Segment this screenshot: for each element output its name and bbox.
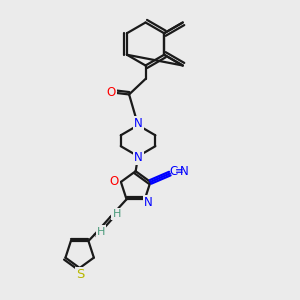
- Text: H: H: [112, 208, 121, 219]
- Text: N: N: [180, 165, 189, 178]
- Text: O: O: [106, 86, 116, 99]
- Text: N: N: [134, 151, 142, 164]
- Text: ≡: ≡: [174, 166, 183, 176]
- Text: S: S: [76, 268, 84, 281]
- Text: O: O: [110, 175, 119, 188]
- Text: N: N: [134, 117, 142, 130]
- Text: N: N: [144, 196, 153, 209]
- Text: C: C: [169, 165, 178, 178]
- Text: H: H: [97, 226, 105, 236]
